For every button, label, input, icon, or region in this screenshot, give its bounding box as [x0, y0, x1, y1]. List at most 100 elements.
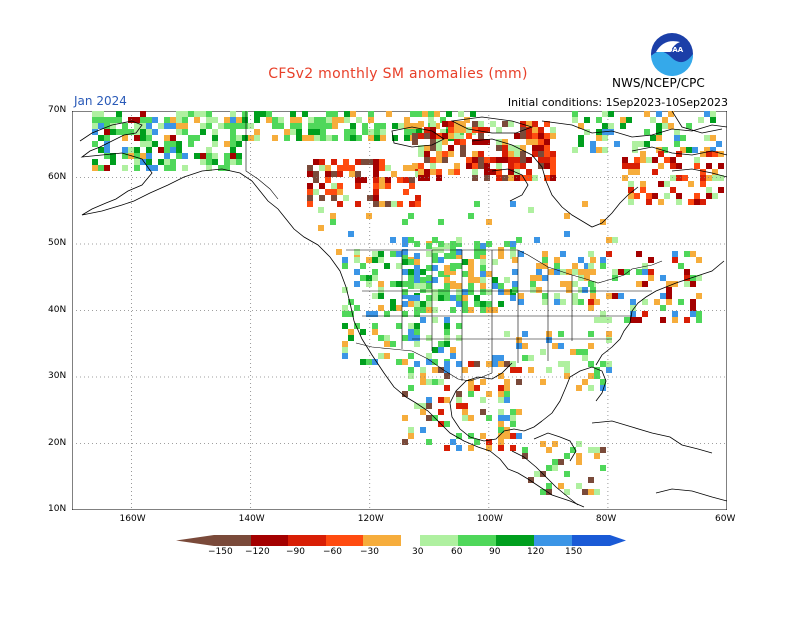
anomaly-cell [331, 159, 337, 165]
anomaly-cell [636, 281, 642, 287]
anomaly-cell [514, 133, 520, 139]
anomaly-cell [344, 135, 350, 141]
anomaly-cell [620, 117, 626, 123]
anomaly-cell [314, 135, 320, 141]
anomaly-cell [342, 263, 348, 269]
anomaly-cell [540, 489, 546, 495]
anomaly-cell [480, 397, 486, 403]
anomaly-cell [472, 163, 478, 169]
longitude-label: 100W [476, 514, 503, 524]
anomaly-cell [590, 257, 596, 263]
anomaly-cell [552, 459, 558, 465]
anomaly-cell [582, 349, 588, 355]
latitude-label: 40N [48, 304, 67, 315]
anomaly-cell [540, 349, 546, 355]
anomaly-cell [622, 175, 628, 181]
noaa-logo: NOAA [651, 33, 694, 76]
anomaly-cell [284, 135, 290, 141]
anomaly-cell [544, 157, 550, 163]
map-title: CFSv2 monthly SM anomalies (mm) [268, 66, 528, 82]
anomaly-cell [426, 403, 432, 409]
anomaly-cell [398, 123, 404, 129]
anomaly-cell [366, 359, 372, 365]
anomaly-cell [600, 257, 606, 263]
anomaly-cell [490, 157, 496, 163]
anomaly-cell [436, 151, 442, 157]
anomaly-cell [372, 251, 378, 257]
anomaly-cell [432, 237, 438, 243]
anomaly-cell [200, 129, 206, 135]
anomaly-cell [498, 439, 504, 445]
anomaly-cell [224, 159, 230, 165]
anomaly-cell [654, 299, 660, 305]
anomaly-cell [448, 133, 454, 139]
anomaly-cell [414, 259, 420, 265]
anomaly-cell [522, 355, 528, 361]
anomaly-cell [532, 175, 538, 181]
anomaly-cell [484, 169, 490, 175]
anomaly-cell [510, 361, 516, 367]
anomaly-cell [554, 257, 560, 263]
anomaly-cell [146, 147, 152, 153]
anomaly-cell [386, 111, 392, 117]
anomaly-cell [472, 169, 478, 175]
anomaly-cell [530, 281, 536, 287]
anomaly-cell [308, 129, 314, 135]
anomaly-cell [236, 117, 242, 123]
anomaly-cell [486, 391, 492, 397]
anomaly-cell [694, 199, 700, 205]
anomaly-cell [396, 359, 402, 365]
anomaly-cell [404, 135, 410, 141]
anomaly-cell [628, 199, 634, 205]
anomaly-cell [646, 157, 652, 163]
anomaly-cell [158, 147, 164, 153]
anomaly-cell [486, 271, 492, 277]
anomaly-cell [462, 307, 468, 313]
anomaly-cell [444, 335, 450, 341]
anomaly-cell [530, 287, 536, 293]
anomaly-cell [646, 193, 652, 199]
anomaly-cell [290, 129, 296, 135]
anomaly-map [72, 111, 727, 510]
anomaly-cell [642, 299, 648, 305]
anomaly-cell [385, 201, 391, 207]
anomaly-cell [588, 489, 594, 495]
anomaly-cell [402, 293, 408, 299]
anomaly-cell [448, 151, 454, 157]
anomaly-cell [472, 151, 478, 157]
colorbar-segment [572, 535, 610, 546]
coastlines [79, 111, 727, 508]
anomaly-cell [590, 287, 596, 293]
anomaly-cell [480, 277, 486, 283]
anomaly-cell [498, 373, 504, 379]
anomaly-cell [242, 117, 248, 123]
anomaly-cell [302, 135, 308, 141]
anomaly-cell [706, 187, 712, 193]
anomaly-cell [104, 147, 110, 153]
anomaly-cell [566, 269, 572, 275]
anomaly-cell [684, 275, 690, 281]
anomaly-cell [337, 183, 343, 189]
anomaly-cell [550, 163, 556, 169]
anomaly-cell [636, 269, 642, 275]
anomaly-cell [200, 153, 206, 159]
anomaly-cell [320, 123, 326, 129]
anomaly-cell [510, 201, 516, 207]
anomaly-cell [128, 129, 134, 135]
anomaly-cell [404, 129, 410, 135]
anomaly-cell [684, 251, 690, 257]
anomaly-cell [516, 237, 522, 243]
anomaly-cell [414, 253, 420, 259]
anomaly-cell [504, 379, 510, 385]
anomaly-cell [588, 361, 594, 367]
anomaly-cell [374, 123, 380, 129]
anomaly-cell [432, 289, 438, 295]
anomaly-cell [254, 135, 260, 141]
anomaly-cell [420, 373, 426, 379]
colorbar-label: −60 [323, 547, 342, 557]
anomaly-cell [224, 123, 230, 129]
anomaly-cell [390, 251, 396, 257]
anomaly-cell [468, 307, 474, 313]
anomaly-cell [128, 117, 134, 123]
anomaly-cell [272, 123, 278, 129]
